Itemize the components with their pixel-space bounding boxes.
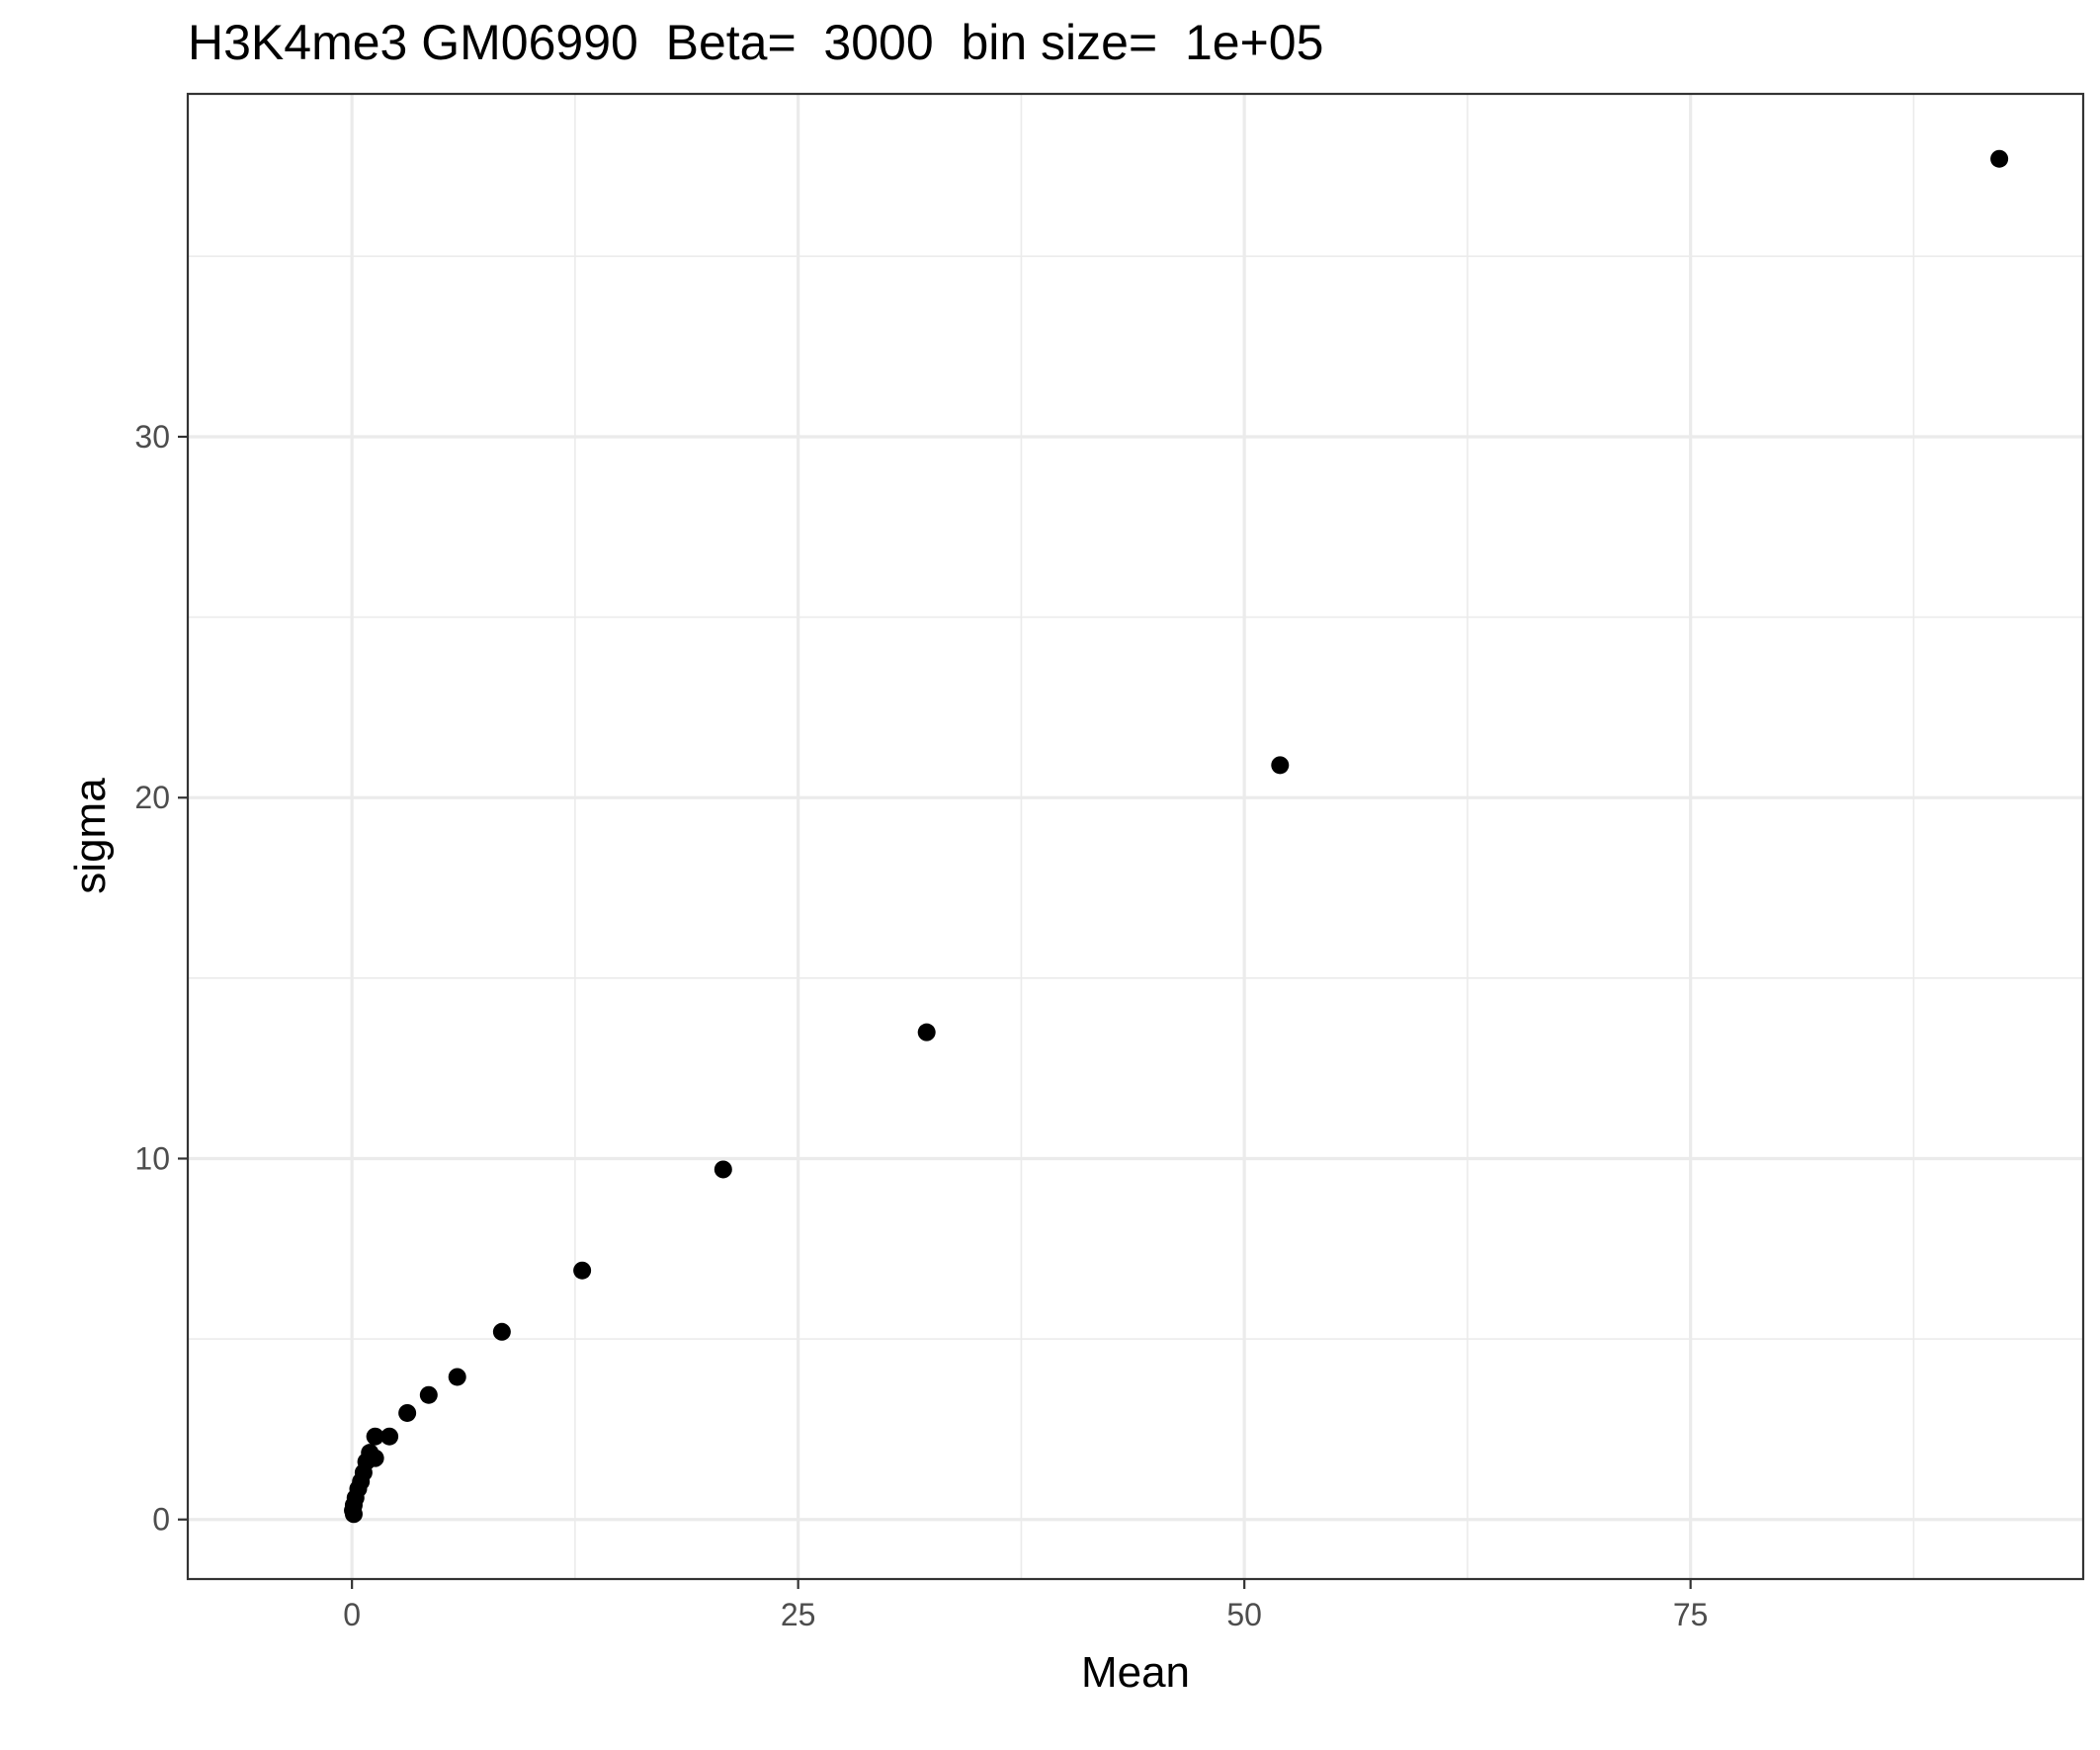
plot-panel-border [186, 92, 2085, 1581]
data-point [917, 1023, 936, 1042]
x-axis-ticks: 0 25 50 75 [343, 1579, 1708, 1632]
y-tick-label: 10 [134, 1140, 170, 1176]
data-points [344, 149, 2009, 1524]
data-point [448, 1368, 466, 1386]
data-point [1990, 149, 2009, 168]
y-axis-title: sigma [66, 778, 115, 894]
y-tick-label: 0 [152, 1502, 170, 1538]
data-point [714, 1160, 732, 1179]
data-point [344, 1505, 363, 1524]
x-tick-label: 0 [343, 1597, 361, 1632]
data-point [419, 1385, 438, 1404]
y-tick-label: 20 [134, 780, 170, 815]
data-point [380, 1427, 399, 1446]
x-tick-label: 50 [1226, 1597, 1262, 1632]
major-gridlines [188, 94, 2083, 1579]
x-tick-label: 25 [781, 1597, 816, 1632]
y-tick-label: 30 [134, 419, 170, 455]
x-axis-title: Mean [1081, 1648, 1190, 1697]
plot-panel-background [188, 94, 2083, 1579]
chart-title: H3K4me3 GM06990 Beta= 3000 bin size= 1e+… [188, 15, 1324, 70]
minor-gridlines [188, 94, 2083, 1579]
x-tick-label: 75 [1673, 1597, 1709, 1632]
data-point [366, 1427, 384, 1446]
data-point [398, 1403, 417, 1422]
data-point [1271, 756, 1290, 775]
data-point [492, 1322, 511, 1341]
data-point [573, 1261, 592, 1280]
y-axis-ticks: 0 10 20 30 [134, 419, 188, 1538]
